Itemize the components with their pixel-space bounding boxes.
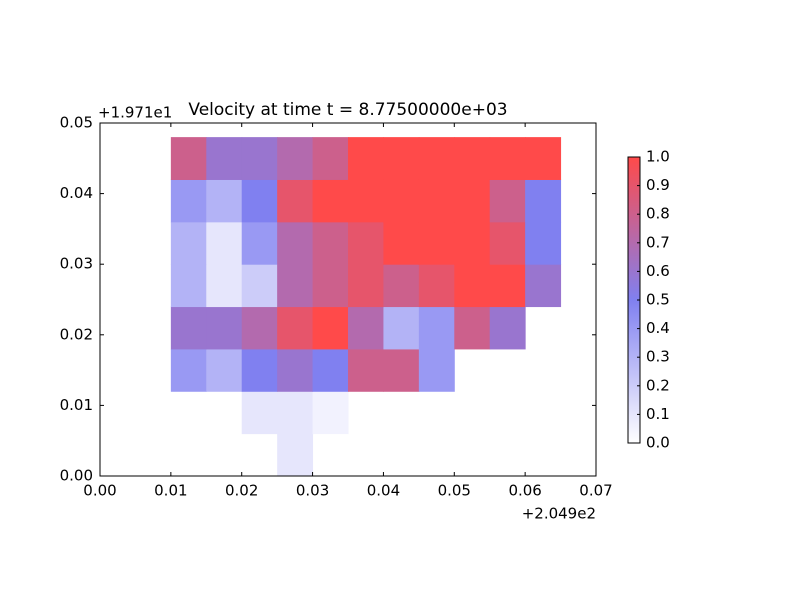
heatmap-cell	[170, 264, 207, 308]
heatmap-cell	[277, 306, 314, 350]
heatmap-cell	[418, 306, 455, 350]
heatmap-cell	[277, 221, 314, 265]
heatmap-cell	[489, 264, 526, 308]
heatmap-cell	[383, 221, 420, 265]
x-tick-label: 0.03	[296, 482, 329, 500]
heatmap-cell	[454, 137, 491, 180]
heatmap-cell	[383, 137, 420, 180]
heatmap-cell	[525, 264, 562, 308]
heatmap-cell	[277, 264, 314, 308]
x-tick-label: 0.01	[154, 482, 187, 500]
heatmap-cell	[383, 306, 420, 350]
heatmap-cell	[312, 306, 349, 350]
heatmap-cell	[206, 264, 243, 308]
y-tick-label: 0.01	[60, 396, 93, 414]
heatmap-cell	[277, 137, 314, 180]
y-tick-label: 0.05	[60, 114, 93, 132]
heatmap-cell	[312, 221, 349, 265]
x-tick-label: 0.00	[83, 482, 116, 500]
heatmap-cell	[454, 264, 491, 308]
heatmap-cell	[525, 179, 562, 223]
heatmap-cell	[206, 348, 243, 392]
y-tick-label: 0.04	[60, 184, 93, 202]
heatmap	[170, 137, 562, 477]
colorbar-tick-label: 1.0	[646, 148, 670, 166]
y-offset-label: +1.971e1	[98, 104, 172, 122]
heatmap-cell	[348, 137, 384, 180]
x-tick-label: 0.07	[579, 482, 612, 500]
heatmap-cell	[489, 221, 526, 265]
heatmap-cell	[312, 137, 349, 180]
heatmap-cell	[241, 391, 278, 435]
heatmap-cell	[277, 433, 314, 477]
heatmap-cell	[277, 391, 314, 435]
heatmap-cell	[348, 264, 384, 308]
colorbar-tick-label: 0.8	[646, 205, 670, 223]
colorbar-tick-label: 0.5	[646, 291, 670, 309]
x-tick-label: 0.05	[438, 482, 471, 500]
heatmap-cell	[418, 348, 455, 392]
heatmap-cell	[277, 348, 314, 392]
colorbar-tick-label: 0.2	[646, 376, 670, 394]
heatmap-cell	[312, 264, 349, 308]
heatmap-cell	[454, 306, 491, 350]
heatmap-cell	[241, 348, 278, 392]
heatmap-cell	[454, 221, 491, 265]
colorbar-tick-label: 0.9	[646, 176, 670, 194]
heatmap-cell	[277, 179, 314, 223]
heatmap-cell	[241, 306, 278, 350]
colorbar-tick-label: 0.0	[646, 434, 670, 452]
heatmap-cell	[241, 264, 278, 308]
plot-frame	[99, 122, 597, 477]
heatmap-cell	[489, 179, 526, 223]
heatmap-cell	[418, 179, 455, 223]
heatmap-cell	[383, 179, 420, 223]
heatmap-cell	[418, 221, 455, 265]
heatmap-cell	[348, 221, 384, 265]
heatmap-cell	[312, 179, 349, 223]
heatmap-cell	[206, 306, 243, 350]
y-tick-label: 0.00	[60, 467, 93, 485]
y-tick-label: 0.02	[60, 325, 93, 343]
colorbar-tick-label: 0.3	[646, 348, 670, 366]
heatmap-cell	[454, 179, 491, 223]
y-tick-label: 0.03	[60, 255, 93, 273]
heatmap-cell	[241, 221, 278, 265]
heatmap-cell	[525, 221, 562, 265]
heatmap-cell	[206, 137, 243, 180]
heatmap-cell	[170, 179, 207, 223]
heatmap-cell	[170, 221, 207, 265]
heatmap-cell	[418, 137, 455, 180]
heatmap-cell	[418, 264, 455, 308]
colorbar-tick-label: 0.7	[646, 233, 670, 251]
heatmap-cell	[206, 221, 243, 265]
heatmap-cell	[241, 179, 278, 223]
heatmap-cell	[170, 137, 207, 180]
colorbar-tick-label: 0.6	[646, 262, 670, 280]
heatmap-cell	[489, 137, 526, 180]
colorbar-tick-label: 0.1	[646, 405, 670, 423]
heatmap-cell	[170, 306, 207, 350]
x-tick-label: 0.02	[225, 482, 258, 500]
chart-title: Velocity at time t = 8.77500000e+03	[188, 100, 507, 120]
heatmap-cell	[348, 306, 384, 350]
heatmap-cell	[383, 264, 420, 308]
heatmap-cell	[170, 348, 207, 392]
heatmap-cell	[383, 348, 420, 392]
heatmap-cell	[241, 137, 278, 180]
heatmap-cell	[348, 348, 384, 392]
x-tick-label: 0.04	[367, 482, 400, 500]
heatmap-cell	[525, 137, 562, 180]
heatmap-cell	[312, 348, 349, 392]
x-offset-label: +2.049e2	[522, 505, 596, 523]
heatmap-cell	[312, 391, 349, 435]
colorbar-tick-label: 0.4	[646, 319, 670, 337]
x-tick-label: 0.06	[508, 482, 541, 500]
heatmap-cell	[489, 306, 526, 350]
heatmap-cell	[348, 179, 384, 223]
heatmap-cell	[206, 179, 243, 223]
